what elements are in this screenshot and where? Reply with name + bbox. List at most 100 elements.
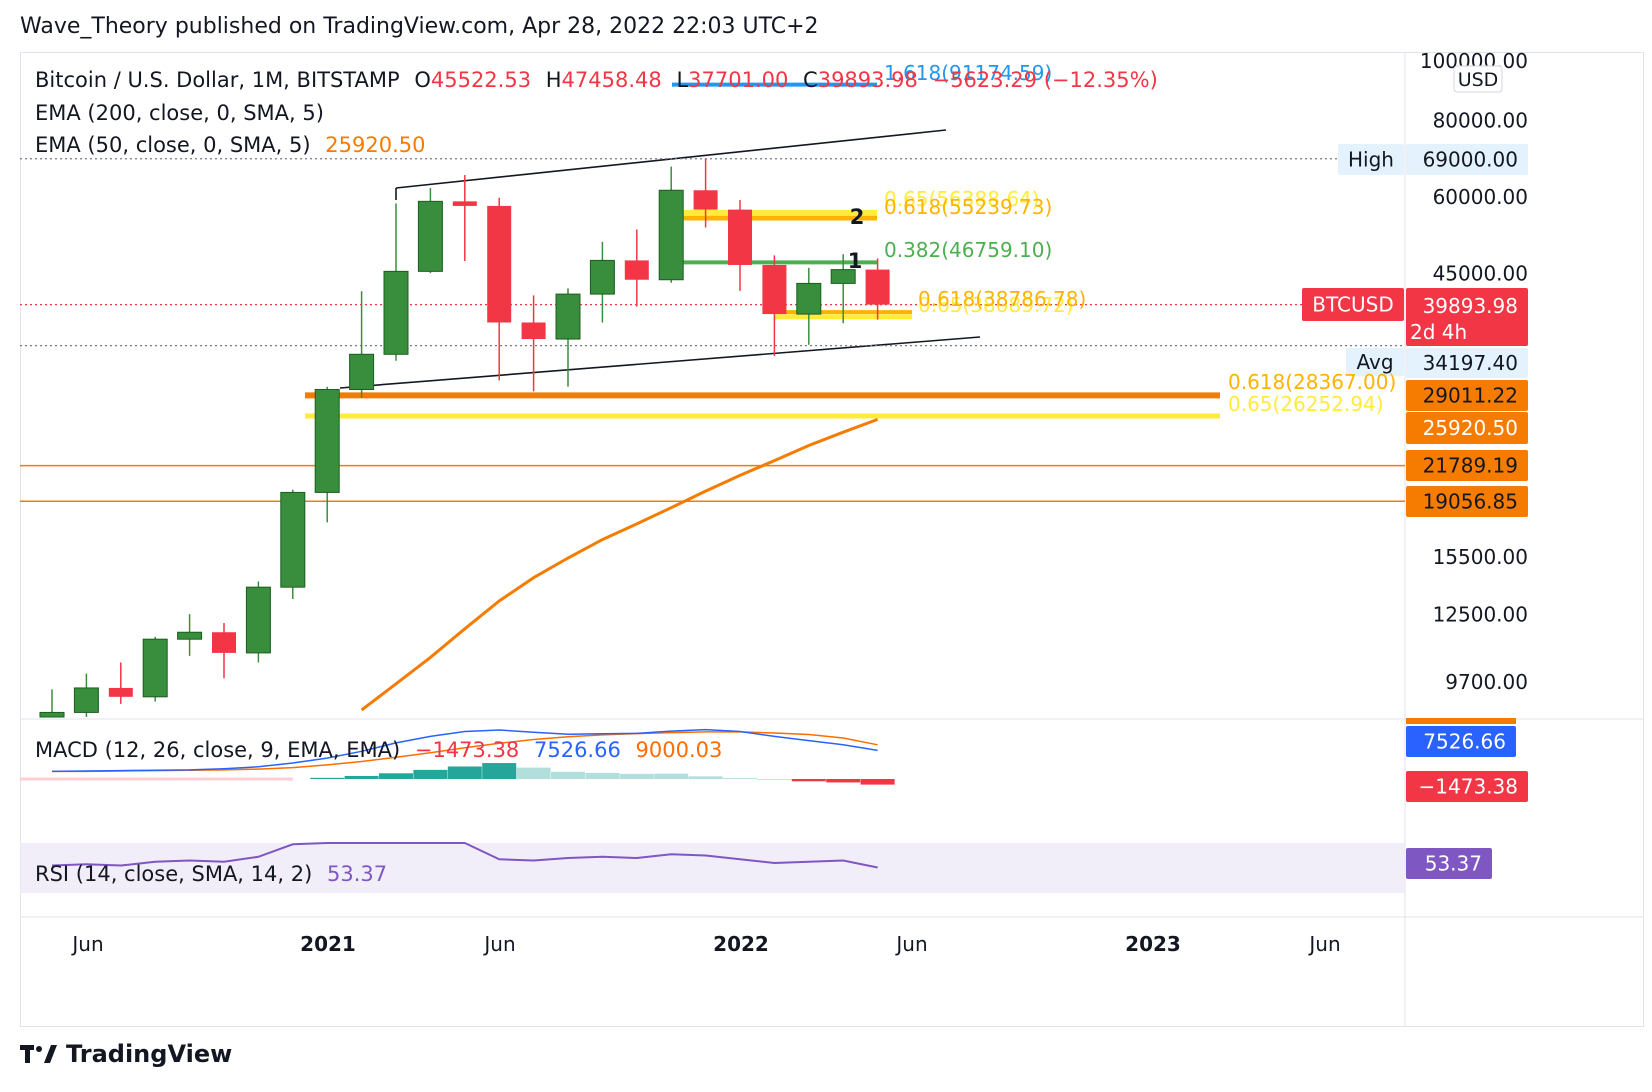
high-value-badge-bg: [1406, 144, 1528, 175]
last-price-badge-bg: [1406, 288, 1528, 346]
candle-body: [624, 260, 649, 280]
avg-value-badge: 34197.40: [1423, 351, 1518, 375]
macd-hist-badge-bg: [1406, 771, 1528, 802]
candle-body: [555, 293, 581, 340]
macd-line-badge: 7526.66: [1423, 730, 1506, 754]
candle-body: [349, 353, 375, 390]
price-tick-label: 9700.00: [1445, 670, 1528, 694]
rsi-line: [51, 842, 878, 869]
symbol-legend: Bitcoin / U.S. Dollar, 1M, BITSTAMP O455…: [35, 68, 1166, 92]
candle-body: [830, 269, 856, 284]
time-label: 2021: [300, 932, 356, 956]
ema50-path: [360, 417, 879, 712]
rsi-band: [20, 843, 1405, 893]
macd-hist-badge: −1473.38: [1419, 775, 1518, 799]
candle-body: [796, 282, 822, 315]
rsi-title: RSI (14, close, SMA, 14, 2): [35, 862, 313, 886]
macd-hist-bar: [654, 773, 689, 779]
macd-legend: MACD (12, 26, close, 9, EMA, EMA) −1473.…: [35, 738, 730, 762]
tradingview-brand: TradingView: [66, 1040, 233, 1068]
time-label: 2022: [713, 932, 769, 956]
fib-065-low-label: 0.65(26252.94): [1228, 392, 1384, 416]
macd-hist-bar: [447, 766, 482, 779]
macd-title: MACD (12, 26, close, 9, EMA, EMA): [35, 738, 401, 762]
candle-body: [521, 322, 546, 340]
candle-body: [762, 264, 787, 315]
macd-hist-bar: [344, 775, 379, 779]
candle-body: [280, 491, 306, 588]
tradingview-logo-icon: [20, 1043, 58, 1065]
ema50-legend: EMA (50, close, 0, SMA, 5) 25920.50: [35, 133, 433, 157]
tradingview-logo[interactable]: TradingView: [20, 1040, 232, 1068]
candle-body: [728, 209, 752, 265]
time-label: 2023: [1125, 932, 1181, 956]
currency-box: [1453, 65, 1503, 93]
level2-badge-bg: [1406, 450, 1528, 481]
level1-badge: 29011.22: [1423, 384, 1518, 408]
candle-body: [452, 201, 477, 206]
candle-body: [245, 586, 271, 654]
symbol-title: Bitcoin / U.S. Dollar, 1M, BITSTAMP: [35, 68, 400, 92]
ema200-legend: EMA (200, close, 0, SMA, 5): [35, 101, 324, 125]
candle-body: [177, 631, 203, 640]
macd-pane: [20, 728, 895, 785]
macd-hist-bar: [551, 771, 585, 779]
ema-value-badge: 25920.50: [1423, 416, 1518, 440]
candle-body: [314, 388, 340, 493]
macd-hist-value: −1473.38: [414, 738, 520, 762]
candle-body: [693, 190, 718, 210]
avg-value-badge-bg: [1406, 348, 1528, 378]
avg-label-badge: Avg: [1356, 350, 1393, 374]
published-header: Wave_Theory published on TradingView.com…: [20, 14, 819, 39]
open-readout: O45522.53: [414, 68, 532, 92]
candle-body: [417, 200, 443, 272]
macd-hist-bar: [688, 776, 723, 779]
macd-hist-bar: [516, 767, 551, 779]
macd-signal-value: 9000.03: [635, 738, 723, 762]
candle-body: [589, 259, 615, 295]
candles: [39, 158, 890, 718]
pane-separators: [20, 52, 1644, 1027]
signal-badge-stub: [1406, 718, 1516, 724]
last-price-badge: 39893.98: [1423, 294, 1518, 318]
time-axis: Jun 2021 Jun 2022 Jun 2023 Jun: [70, 932, 1340, 956]
macd-line-value: 7526.66: [533, 738, 621, 762]
macd-hist-bar: [826, 779, 861, 783]
fib-1618-label: 1.618(91174.59): [884, 61, 1052, 85]
price-axis: 100000.0080000.0060000.0045000.0015500.0…: [1420, 49, 1528, 694]
price-tick-label: 45000.00: [1433, 262, 1528, 286]
candle-body: [108, 687, 133, 697]
ema50-line: [360, 417, 879, 712]
fib-0618-mid-label: 0.618(38786.78): [918, 287, 1086, 311]
level3-badge: 19056.85: [1423, 490, 1518, 514]
level1-badge-bg: [1406, 380, 1528, 411]
channel-lower: [339, 336, 981, 389]
time-label: Jun: [1307, 932, 1340, 956]
rsi-value: 53.37: [326, 862, 388, 886]
high-value-badge: 69000.00: [1423, 148, 1518, 172]
fib-0618-low-label: 0.618(28367.00): [1228, 370, 1396, 394]
symbol-badge: BTCUSD: [1312, 293, 1393, 317]
price-tick-label: 80000.00: [1433, 108, 1528, 132]
fib-labels: 1.618(91174.59) 0.65(56388.64)0.618(55239…: [848, 61, 1397, 416]
fib-065-top-label: 0.65(56388.64): [884, 187, 1040, 211]
macd-hist-bar: [585, 772, 620, 779]
fib-0618-top-label: 0.618(55239.73): [884, 195, 1052, 219]
high-readout: H47458.48: [545, 68, 662, 92]
macd-hist-bar: [379, 773, 413, 779]
macd-hist-bar: [413, 769, 448, 779]
time-label: Jun: [482, 932, 515, 956]
macd-hist-bar: [619, 773, 654, 779]
chart-frame: [20, 52, 1644, 1027]
fib-0382-label: 0.382(46759.10): [884, 238, 1052, 262]
candle-body: [658, 189, 684, 281]
level2-badge: 21789.19: [1423, 454, 1518, 478]
rsi-badge-bg: [1406, 848, 1492, 879]
rsi-pane: [51, 842, 878, 869]
rsi-legend: RSI (14, close, SMA, 14, 2) 53.37: [35, 862, 395, 886]
macd-line: [51, 728, 878, 773]
ema50-value: 25920.50: [325, 133, 426, 157]
macd-hist-bar: [723, 778, 757, 780]
